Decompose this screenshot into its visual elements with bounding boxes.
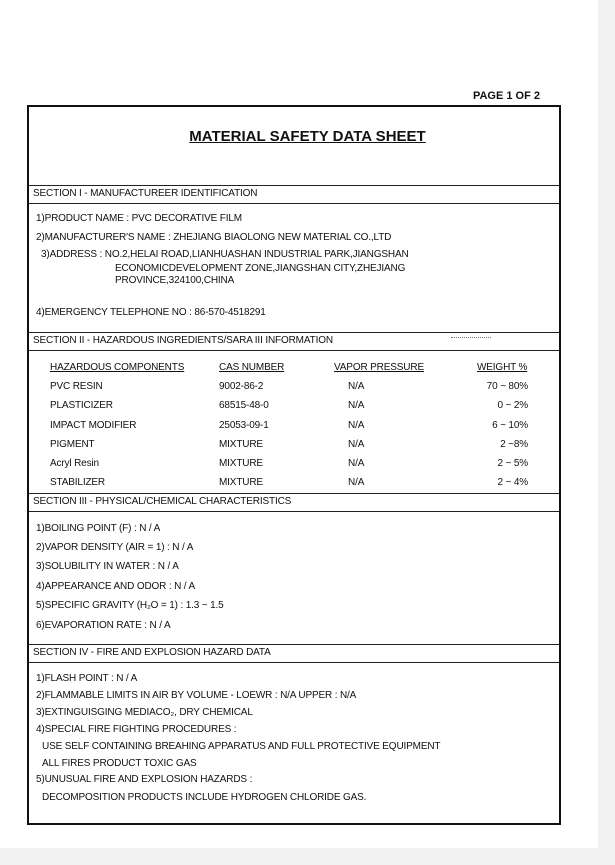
column-header: VAPOR PRESSURE (334, 362, 424, 373)
table-cell: N/A (348, 381, 365, 392)
document-title: MATERIAL SAFETY DATA SHEET (189, 128, 426, 145)
section1-header: SECTION I - MANUFACTUREER IDENTIFICATION (33, 188, 258, 199)
section3-header: SECTION III - PHYSICAL/CHEMICAL CHARACTE… (33, 496, 292, 507)
list-item: 5)SPECIFIC GRAVITY (H₂O = 1) : 1.3 ~ 1.5 (36, 600, 224, 611)
table-cell: 0 ~ 2% (497, 400, 528, 411)
table-cell: N/A (348, 420, 365, 431)
section4-header: SECTION IV - FIRE AND EXPLOSION HAZARD D… (33, 647, 271, 658)
table-cell: 25053-09-1 (219, 420, 269, 431)
page-number: PAGE 1 OF 2 (472, 90, 540, 102)
table-cell: PLASTICIZER (50, 400, 113, 411)
table-cell: N/A (348, 458, 365, 469)
table-cell: N/A (348, 439, 365, 450)
list-item: 5)UNUSUAL FIRE AND EXPLOSION HAZARDS : (36, 774, 253, 785)
table-cell: PIGMENT (50, 439, 95, 450)
list-item: 3)EXTINGUISGING MEDIACO₂, DRY CHEMICAL (36, 707, 253, 718)
address-line-2: ECONOMICDEVELOPMENT ZONE,JIANGSHAN CITY,… (115, 263, 406, 274)
table-cell: 70 ~ 80% (486, 381, 528, 392)
divider (29, 511, 559, 512)
table-cell: MIXTURE (219, 458, 263, 469)
list-item: USE SELF CONTAINING BREAHING APPARATUS A… (42, 741, 441, 752)
address-line-1: 3)ADDRESS : NO.2,HELAI ROAD,LIANHUASHAN … (41, 249, 409, 260)
divider (29, 662, 559, 663)
table-cell: 9002-86-2 (219, 381, 264, 392)
viewer-bottom (0, 848, 615, 865)
emergency-telephone: 4)EMERGENCY TELEPHONE NO : 86-570-451829… (36, 307, 266, 318)
list-item: ALL FIRES PRODUCT TOXIC GAS (42, 758, 197, 769)
list-item: 6)EVAPORATION RATE : N / A (36, 620, 171, 631)
table-cell: 68515-48-0 (219, 400, 269, 411)
manufacturer-name: 2)MANUFACTURER'S NAME : ZHEJIANG BIAOLON… (36, 232, 392, 243)
table-cell: STABILIZER (50, 477, 105, 488)
viewer-gutter (598, 0, 615, 865)
divider (29, 493, 559, 494)
table-cell: 2 ~8% (500, 439, 528, 450)
list-item: DECOMPOSITION PRODUCTS INCLUDE HYDROGEN … (42, 792, 367, 803)
dotted-mark (451, 337, 491, 338)
divider (29, 203, 559, 204)
address-line-3: PROVINCE,324100,CHINA (115, 275, 235, 286)
table-cell: N/A (348, 400, 365, 411)
table-cell: 2 ~ 4% (497, 477, 528, 488)
divider (29, 332, 559, 333)
list-item: 2)VAPOR DENSITY (AIR = 1) : N / A (36, 542, 194, 553)
list-item: 4)APPEARANCE AND ODOR : N / A (36, 581, 196, 592)
table-cell: MIXTURE (219, 477, 263, 488)
column-header: CAS NUMBER (219, 362, 285, 373)
table-cell: N/A (348, 477, 365, 488)
table-cell: 2 ~ 5% (497, 458, 528, 469)
table-cell: PVC RESIN (50, 381, 103, 392)
column-header: WEIGHT % (477, 362, 528, 373)
section2-header: SECTION II - HAZARDOUS INGREDIENTS/SARA … (33, 335, 333, 346)
list-item: 3)SOLUBILITY IN WATER : N / A (36, 561, 179, 572)
table-cell: Acryl Resin (50, 458, 99, 469)
column-header: HAZARDOUS COMPONENTS (50, 362, 185, 373)
divider (29, 350, 559, 351)
table-cell: MIXTURE (219, 439, 263, 450)
document-frame (27, 105, 561, 825)
list-item: 1)FLASH POINT : N / A (36, 673, 138, 684)
list-item: 4)SPECIAL FIRE FIGHTING PROCEDURES : (36, 724, 237, 735)
product-name: 1)PRODUCT NAME : PVC DECORATIVE FILM (36, 213, 242, 224)
divider (29, 185, 559, 186)
list-item: 1)BOILING POINT (F) : N / A (36, 523, 161, 534)
divider (29, 644, 559, 645)
list-item: 2)FLAMMABLE LIMITS IN AIR BY VOLUME - LO… (36, 690, 357, 701)
table-cell: IMPACT MODIFIER (50, 420, 137, 431)
table-cell: 6 ~ 10% (492, 420, 528, 431)
